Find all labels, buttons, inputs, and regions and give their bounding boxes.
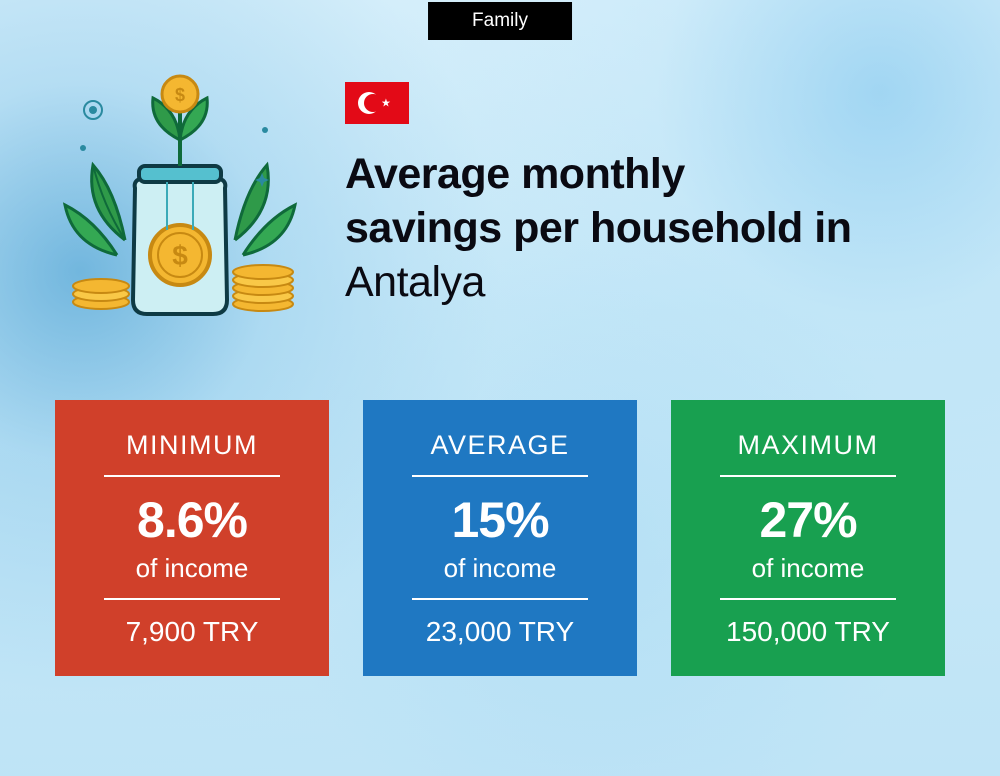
stat-cards: MINIMUM 8.6% of income 7,900 TRY AVERAGE… [55, 400, 945, 676]
divider [412, 598, 588, 600]
flag-turkey-icon: ★ [345, 82, 409, 124]
jar-icon: $ [133, 166, 227, 314]
card-percent: 15% [381, 491, 619, 549]
hero-section: $ $ ★ [55, 70, 945, 320]
card-label: MAXIMUM [689, 430, 927, 461]
card-average: AVERAGE 15% of income 23,000 TRY [363, 400, 637, 676]
coin-stack-right-icon [233, 265, 293, 311]
divider [104, 598, 280, 600]
divider [720, 475, 896, 477]
svg-text:$: $ [175, 85, 185, 105]
category-tag: Family [428, 2, 572, 40]
coin-stack-left-icon [73, 279, 129, 309]
card-minimum: MINIMUM 8.6% of income 7,900 TRY [55, 400, 329, 676]
page-title: Average monthly savings per household in… [345, 148, 945, 309]
divider [104, 475, 280, 477]
title-line1: Average monthly [345, 150, 685, 198]
card-subtext: of income [381, 553, 619, 584]
card-amount: 23,000 TRY [381, 616, 619, 648]
card-maximum: MAXIMUM 27% of income 150,000 TRY [671, 400, 945, 676]
card-amount: 150,000 TRY [689, 616, 927, 648]
title-block: ★ Average monthly savings per household … [345, 70, 945, 309]
card-percent: 8.6% [73, 491, 311, 549]
title-line2: savings per household in [345, 204, 851, 252]
leaves-left-icon [65, 165, 125, 255]
svg-text:$: $ [172, 240, 188, 271]
card-label: AVERAGE [381, 430, 619, 461]
divider [412, 475, 588, 477]
card-amount: 7,900 TRY [73, 616, 311, 648]
savings-jar-illustration: $ $ [55, 70, 305, 320]
card-label: MINIMUM [73, 430, 311, 461]
plant-top-icon: $ [153, 76, 208, 166]
title-city: Antalya [345, 258, 485, 306]
card-subtext: of income [689, 553, 927, 584]
card-percent: 27% [689, 491, 927, 549]
card-subtext: of income [73, 553, 311, 584]
divider [720, 598, 896, 600]
